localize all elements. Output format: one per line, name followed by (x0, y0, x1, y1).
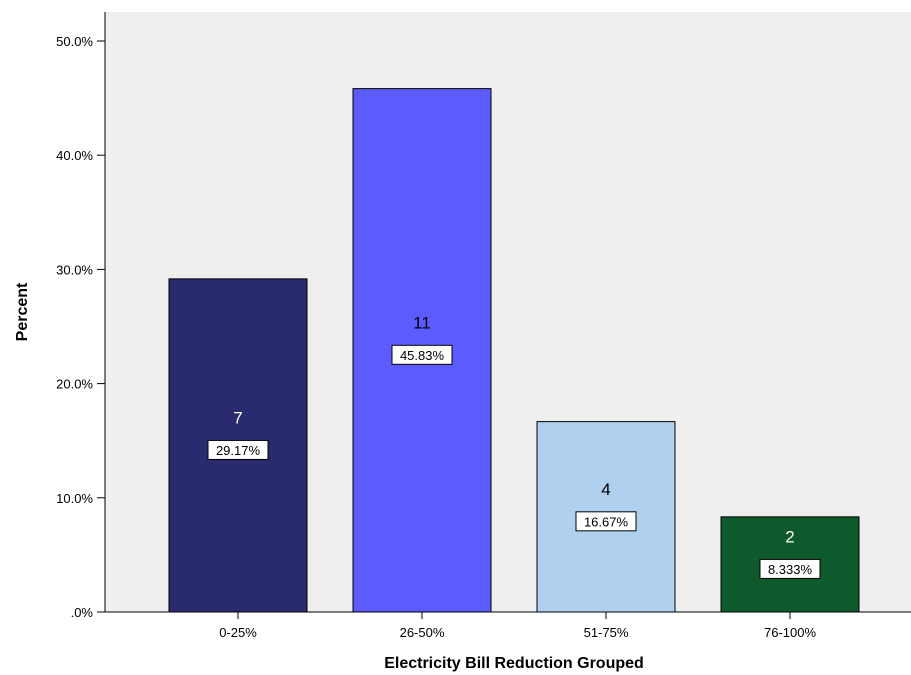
y-tick-label: .0% (71, 605, 94, 620)
y-tick-label: 50.0% (56, 34, 93, 49)
bar-percent-label: 16.67% (584, 514, 629, 529)
y-tick-label: 20.0% (56, 377, 93, 392)
y-axis-title: Percent (14, 282, 31, 341)
x-axis-ticks: 0-25% 26-50% 51-75% 76-100% (219, 612, 816, 640)
y-tick-label: 30.0% (56, 262, 93, 277)
x-tick-label: 0-25% (219, 625, 257, 640)
percent-label-box (759, 558, 821, 579)
y-axis-ticks: .0% 10.0% 20.0% 30.0% 40.0% 50.0% (56, 34, 105, 620)
percent-label-box (575, 511, 637, 532)
percent-label-box (207, 439, 269, 460)
bar-percent-label: 8.333% (768, 562, 813, 577)
bar-count-label: 7 (233, 408, 242, 427)
bar-percent-label: 29.17% (216, 443, 261, 458)
x-tick-label: 51-75% (584, 625, 629, 640)
percent-label-box (391, 344, 453, 365)
bar-percent-label: 45.83% (400, 348, 445, 363)
bar-count-label: 2 (785, 527, 794, 546)
y-tick-label: 10.0% (56, 491, 93, 506)
x-tick-label: 76-100% (764, 625, 816, 640)
bar (168, 278, 308, 613)
bar-count-label: 11 (413, 313, 431, 332)
bars: 7 29.17% 11 45.83% 4 16.67% 2 8.333% (168, 88, 860, 613)
y-tick-label: 40.0% (56, 148, 93, 163)
bar-count-label: 4 (601, 480, 610, 499)
x-axis-title: Electricity Bill Reduction Grouped (384, 655, 644, 672)
x-tick-label: 26-50% (400, 625, 445, 640)
